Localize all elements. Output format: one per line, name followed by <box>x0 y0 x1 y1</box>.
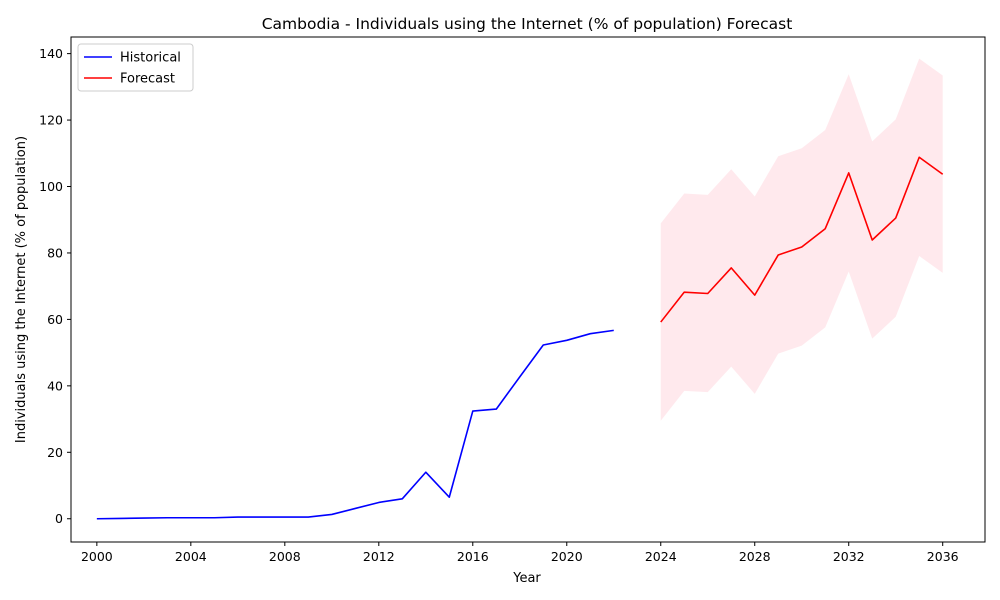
y-tick-label: 120 <box>39 113 63 128</box>
x-tick-label: 2000 <box>81 549 113 564</box>
forecast-line <box>660 156 944 323</box>
y-tick-label: 140 <box>39 46 63 61</box>
x-tick-label: 2036 <box>927 549 959 564</box>
x-tick-label: 2028 <box>739 549 771 564</box>
y-tick-label: 0 <box>55 511 63 526</box>
y-axis: 0 20 40 60 80 100 120 140 <box>39 46 71 526</box>
x-tick-label: 2024 <box>645 549 677 564</box>
x-tick-label: 2008 <box>269 549 301 564</box>
x-tick-label: 2020 <box>551 549 583 564</box>
x-axis-label: Year <box>512 571 541 586</box>
plot-frame <box>70 36 986 543</box>
x-tick-label: 2032 <box>833 549 865 564</box>
y-tick-label: 60 <box>47 312 63 327</box>
x-tick-label: 2004 <box>175 549 207 564</box>
chart-title: Cambodia - Individuals using the Interne… <box>262 15 793 33</box>
y-axis-label: Individuals using the Internet (% of pop… <box>14 136 29 443</box>
x-tick-label: 2012 <box>363 549 395 564</box>
y-tick-label: 80 <box>47 245 63 260</box>
x-tick-label: 2016 <box>457 549 489 564</box>
historical-line <box>96 329 614 520</box>
y-tick-label: 100 <box>39 179 63 194</box>
legend-box <box>77 43 194 92</box>
y-tick-label: 20 <box>47 445 63 460</box>
x-axis: 2000 2004 2008 2012 2016 2020 2024 2028 2032 2036 <box>81 542 959 564</box>
plot-area <box>96 58 944 520</box>
legend: Historical Forecast <box>77 43 194 92</box>
legend-label-forecast: Forecast <box>120 72 175 87</box>
y-tick-label: 40 <box>47 378 63 393</box>
forecast-confidence-band <box>660 58 943 421</box>
legend-label-historical: Historical <box>120 51 181 66</box>
